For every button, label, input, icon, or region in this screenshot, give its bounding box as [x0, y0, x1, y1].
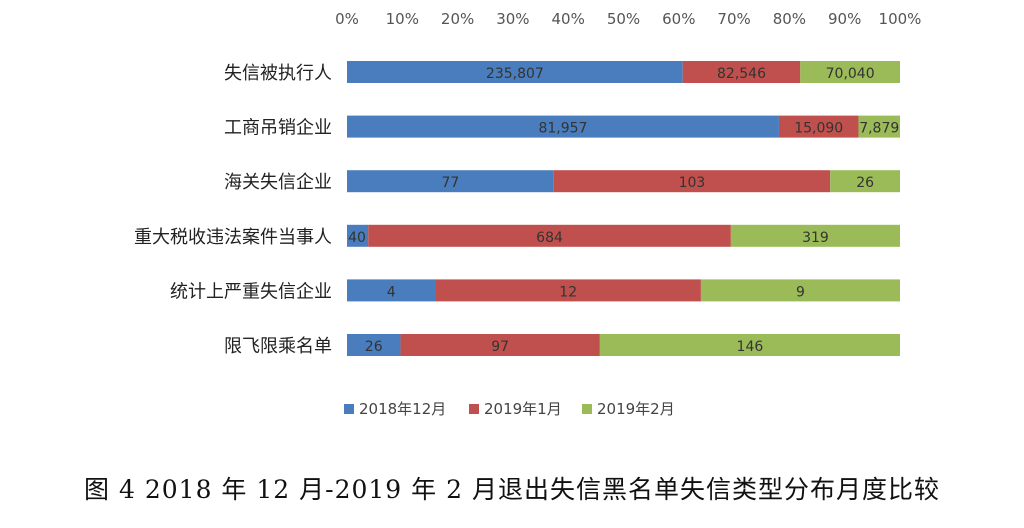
legend-label: 2018年12月 — [359, 400, 446, 418]
data-label: 684 — [536, 230, 563, 246]
data-label: 77 — [441, 175, 459, 191]
legend-swatch — [469, 404, 479, 414]
bar-segment — [730, 224, 900, 247]
bar-segment — [700, 279, 900, 302]
bar-segment — [435, 279, 701, 302]
stacked-bar-chart: 0% 10% 20% 30% 40% 50% 60% 70% 80% 90% 100% 失信被执行人… — [134, 10, 921, 418]
data-label: 15,090 — [794, 121, 843, 137]
category-label: 海关失信企业 — [224, 172, 332, 193]
bar-segment — [778, 115, 859, 138]
data-label: 40 — [348, 230, 366, 246]
data-label: 146 — [737, 339, 764, 355]
data-label: 26 — [856, 175, 874, 191]
bar-segment — [400, 334, 600, 356]
x-tick-label: 40% — [552, 10, 585, 28]
category-label: 失信被执行人 — [224, 63, 332, 84]
bars: 235,807 82,546 70,040 81,957 15,090 7,879 77 10… — [347, 61, 900, 356]
data-label: 82,546 — [717, 66, 766, 82]
x-tick-label: 10% — [386, 10, 419, 28]
legend-label: 2019年2月 — [597, 400, 675, 418]
category-label: 重大税收违法案件当事人 — [134, 227, 332, 248]
bar-segment — [368, 224, 731, 247]
x-tick-label: 30% — [496, 10, 529, 28]
bar-segment — [800, 61, 900, 83]
legend-swatch — [344, 404, 354, 414]
legend: 2018年12月 2019年1月 2019年2月 — [344, 400, 675, 418]
data-label: 97 — [491, 339, 509, 355]
bar-segment — [347, 170, 554, 193]
legend-swatch — [582, 404, 592, 414]
data-label: 4 — [387, 284, 396, 300]
bar-segment — [858, 115, 900, 138]
bar-segment — [830, 170, 900, 193]
x-tick-label: 80% — [773, 10, 806, 28]
data-label: 70,040 — [826, 66, 875, 82]
bar-segment — [347, 115, 779, 138]
x-tick-label: 100% — [879, 10, 922, 28]
data-label: 7,879 — [859, 121, 899, 137]
category-label: 限飞限乘名单 — [224, 336, 332, 357]
category-labels: 失信被执行人工商吊销企业海关失信企业重大税收违法案件当事人统计上严重失信企业限飞… — [134, 63, 332, 357]
x-tick-label: 60% — [662, 10, 695, 28]
x-axis: 0% 10% 20% 30% 40% 50% 60% 70% 80% 90% 100% — [335, 10, 921, 28]
bar-segment — [347, 61, 683, 83]
data-label: 81,957 — [538, 121, 587, 137]
bar-segment — [599, 334, 900, 356]
legend-label: 2019年1月 — [484, 400, 562, 418]
data-label: 103 — [679, 175, 706, 191]
figure-caption: 图 4 2018 年 12 月-2019 年 2 月退出失信黑名单失信类型分布月… — [84, 475, 940, 504]
data-label: 26 — [365, 339, 383, 355]
data-label: 319 — [802, 230, 829, 246]
bar-segment — [347, 334, 401, 356]
x-tick-label: 90% — [828, 10, 861, 28]
category-label: 统计上严重失信企业 — [170, 281, 332, 302]
bar-segment — [347, 224, 369, 247]
x-tick-label: 70% — [717, 10, 750, 28]
data-label: 9 — [796, 284, 805, 300]
bar-segment — [553, 170, 831, 193]
category-label: 工商吊销企业 — [224, 118, 332, 139]
data-label: 235,807 — [486, 66, 544, 82]
x-tick-label: 50% — [607, 10, 640, 28]
x-tick-label: 20% — [441, 10, 474, 28]
x-tick-label: 0% — [335, 10, 359, 28]
bar-segment — [682, 61, 801, 83]
bar-segment — [347, 279, 436, 302]
data-label: 12 — [559, 284, 577, 300]
